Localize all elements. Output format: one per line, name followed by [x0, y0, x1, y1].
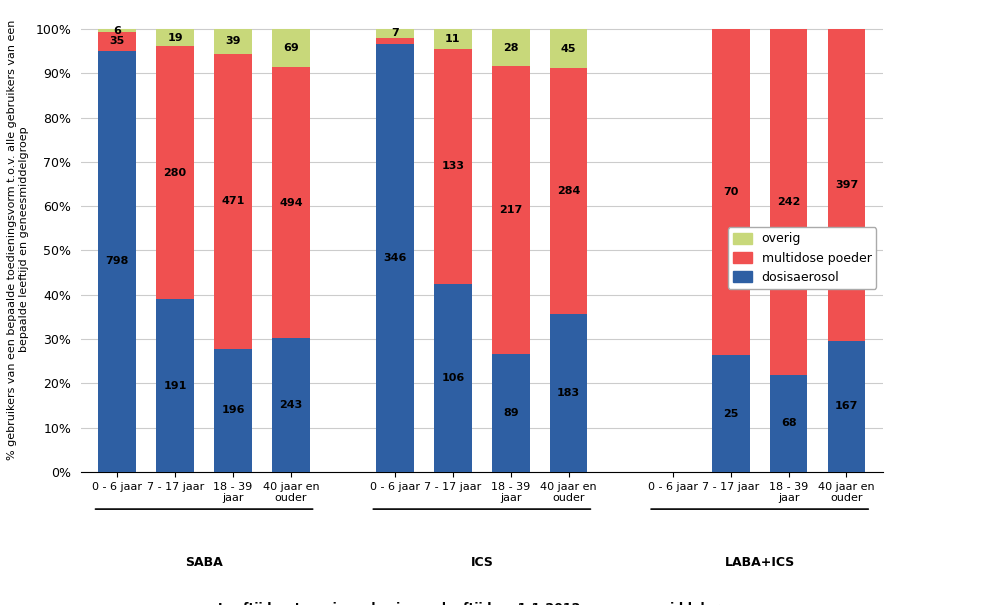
Text: 346: 346	[383, 253, 407, 263]
Bar	[492, 66, 529, 354]
Text: 280: 280	[163, 168, 186, 178]
Text: 191: 191	[163, 381, 186, 391]
Text: 167: 167	[834, 401, 858, 411]
Bar	[434, 48, 471, 284]
Bar	[214, 29, 252, 54]
Bar	[492, 354, 529, 472]
Text: 242: 242	[777, 197, 800, 207]
Bar	[214, 349, 252, 472]
Bar	[376, 38, 414, 44]
Bar	[492, 29, 529, 66]
Bar	[769, 29, 807, 374]
Text: 7: 7	[391, 28, 399, 38]
Bar	[156, 299, 193, 472]
Bar	[156, 46, 193, 299]
Bar	[272, 338, 310, 472]
Text: Leeftijdscategorie op basis van leeftijd op 1-1-2012 en geneesmiddelgroep: Leeftijdscategorie op basis van leeftijd…	[217, 602, 744, 605]
Bar	[711, 29, 748, 355]
Text: 798: 798	[105, 257, 129, 266]
Bar	[272, 29, 310, 67]
Bar	[156, 29, 193, 46]
Text: ICS: ICS	[470, 555, 493, 569]
Text: 45: 45	[560, 44, 576, 54]
Bar	[827, 341, 865, 472]
Text: 284: 284	[556, 186, 580, 196]
Text: 471: 471	[221, 196, 244, 206]
Bar	[549, 313, 587, 472]
Bar	[98, 51, 136, 472]
Legend: overig, multidose poeder, dosisaerosol: overig, multidose poeder, dosisaerosol	[727, 227, 876, 289]
Text: 19: 19	[167, 33, 182, 43]
Text: 196: 196	[221, 405, 244, 416]
Bar	[376, 44, 414, 472]
Bar	[434, 284, 471, 472]
Text: 68: 68	[780, 418, 796, 428]
Text: 6: 6	[113, 25, 121, 36]
Text: 183: 183	[556, 388, 580, 397]
Bar	[549, 29, 587, 68]
Text: 243: 243	[279, 400, 303, 410]
Text: 217: 217	[499, 205, 522, 215]
Text: 35: 35	[109, 36, 125, 47]
Text: 106: 106	[441, 373, 464, 383]
Bar	[827, 29, 865, 341]
Bar	[272, 67, 310, 338]
Bar	[434, 29, 471, 48]
Text: 39: 39	[225, 36, 240, 47]
Bar	[98, 32, 136, 51]
Text: 133: 133	[441, 162, 464, 171]
Bar	[214, 54, 252, 349]
Bar	[549, 68, 587, 313]
Text: 89: 89	[502, 408, 518, 418]
Text: 11: 11	[445, 34, 460, 44]
Text: SABA: SABA	[185, 555, 222, 569]
Bar	[769, 374, 807, 472]
Text: 25: 25	[722, 408, 737, 419]
Text: 494: 494	[279, 198, 303, 208]
Text: 69: 69	[283, 43, 299, 53]
Bar	[711, 355, 748, 472]
Text: 70: 70	[722, 187, 737, 197]
Bar	[376, 29, 414, 38]
Text: 28: 28	[503, 42, 518, 53]
Bar	[98, 29, 136, 32]
Text: LABA+ICS: LABA+ICS	[723, 555, 794, 569]
Y-axis label: % gebruikers van een bepaalde toedieningsvorm t.o.v. alle gebruikers van een
bep: % gebruikers van een bepaalde toediening…	[7, 19, 28, 460]
Text: 397: 397	[834, 180, 858, 190]
